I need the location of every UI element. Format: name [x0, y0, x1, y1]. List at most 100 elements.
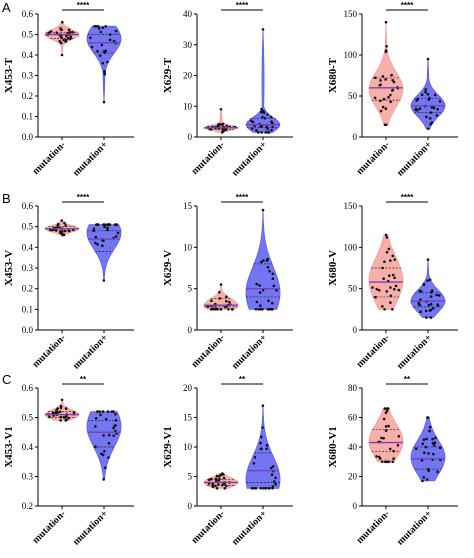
data-point	[419, 310, 422, 314]
data-point	[106, 410, 110, 413]
chart-c2: 0 5 10 15 20 X629-V1 mutation-mutation+ **	[162, 375, 293, 548]
data-point	[271, 465, 275, 468]
data-point	[379, 457, 382, 460]
data-point	[60, 53, 64, 57]
data-point	[114, 413, 117, 416]
violin-mutation-pos	[86, 224, 122, 281]
data-point	[391, 308, 394, 311]
data-point	[261, 115, 264, 119]
data-point	[426, 279, 429, 282]
data-point	[259, 441, 262, 445]
data-point	[397, 435, 401, 438]
data-point	[61, 20, 64, 24]
data-point	[106, 226, 109, 230]
data-point	[427, 452, 430, 455]
data-point	[114, 235, 118, 238]
data-point	[260, 447, 263, 451]
y-tick-label: 20	[183, 71, 193, 81]
data-point	[374, 76, 377, 80]
panel-letter-c: C	[2, 372, 11, 387]
data-point	[373, 96, 377, 100]
data-point	[261, 208, 265, 212]
data-point	[418, 107, 422, 110]
data-point	[426, 258, 430, 262]
data-point	[103, 70, 106, 73]
data-point	[113, 223, 117, 226]
data-point	[384, 123, 388, 126]
y-tick-label: 0.3	[22, 71, 34, 81]
data-point	[96, 25, 100, 28]
data-point	[382, 437, 386, 440]
data-point	[385, 407, 389, 410]
data-point	[429, 316, 433, 319]
data-point	[209, 308, 213, 311]
data-point	[428, 425, 432, 429]
y-tick-label: 20	[183, 383, 193, 393]
y-tick-label: 0.3	[22, 472, 34, 482]
data-point	[255, 300, 259, 304]
charts-layer: 0.0 0.1 0.2 0.3 0.4 0.5 0.6 X453-T mutation-muta…	[3, 1, 458, 548]
data-point	[383, 308, 386, 311]
data-point	[102, 478, 105, 481]
data-point	[380, 436, 383, 440]
data-point	[67, 28, 71, 32]
data-point	[392, 457, 395, 460]
data-point	[267, 299, 270, 303]
data-point	[60, 398, 64, 402]
data-point	[94, 235, 98, 239]
data-point	[426, 416, 430, 419]
data-point	[92, 227, 96, 231]
y-tick-label: 10	[183, 242, 193, 252]
data-point	[116, 231, 120, 235]
data-point	[93, 25, 96, 28]
data-point	[438, 294, 441, 297]
data-point	[112, 434, 115, 438]
data-point	[56, 224, 60, 227]
data-point	[381, 75, 385, 78]
x-tick-label: mutation-	[354, 332, 392, 370]
data-point	[263, 116, 267, 120]
data-point	[422, 283, 426, 287]
y-tick-label: 50	[348, 91, 358, 101]
data-point	[258, 284, 261, 287]
y-tick-label: 0.3	[22, 263, 34, 273]
data-point	[264, 487, 268, 490]
data-point	[217, 123, 220, 126]
data-point	[382, 97, 386, 101]
data-point	[100, 452, 103, 456]
y-tick-label: 0.0	[22, 325, 34, 335]
data-point	[271, 487, 274, 490]
data-point	[254, 487, 258, 490]
data-point	[60, 219, 63, 222]
data-point	[104, 466, 107, 470]
data-point	[432, 452, 435, 456]
data-point	[270, 128, 273, 132]
data-point	[112, 426, 115, 430]
data-point	[430, 121, 434, 124]
data-point	[215, 487, 219, 490]
data-point	[426, 57, 430, 61]
significance-label: ****	[401, 1, 414, 10]
data-point	[103, 225, 106, 229]
x-tick-label: mutation-	[30, 508, 68, 546]
chart-b3: 0 50 100 150 X680-V mutation-mutation+ ****	[327, 193, 458, 372]
data-point	[265, 447, 268, 451]
data-point	[266, 113, 269, 116]
data-point	[266, 127, 269, 131]
data-point	[222, 476, 226, 480]
data-point	[384, 78, 387, 81]
x-tick-label: mutation+	[395, 508, 435, 548]
data-point	[382, 417, 386, 421]
chart-b2: 0 5 10 15 X629-V mutation-mutation+ ****	[162, 193, 293, 372]
x-tick-label: mutation-	[354, 508, 392, 546]
y-axis-label: X680-V1	[327, 426, 339, 468]
y-tick-label: 0	[188, 501, 193, 511]
y-tick-label: 5	[188, 284, 193, 294]
y-tick-label: 150	[344, 201, 358, 211]
data-point	[266, 266, 270, 269]
data-point	[220, 123, 224, 126]
y-tick-label: 0.5	[22, 222, 34, 232]
data-point	[415, 99, 419, 102]
x-tick-label: mutation+	[71, 139, 111, 179]
data-point	[59, 404, 63, 408]
